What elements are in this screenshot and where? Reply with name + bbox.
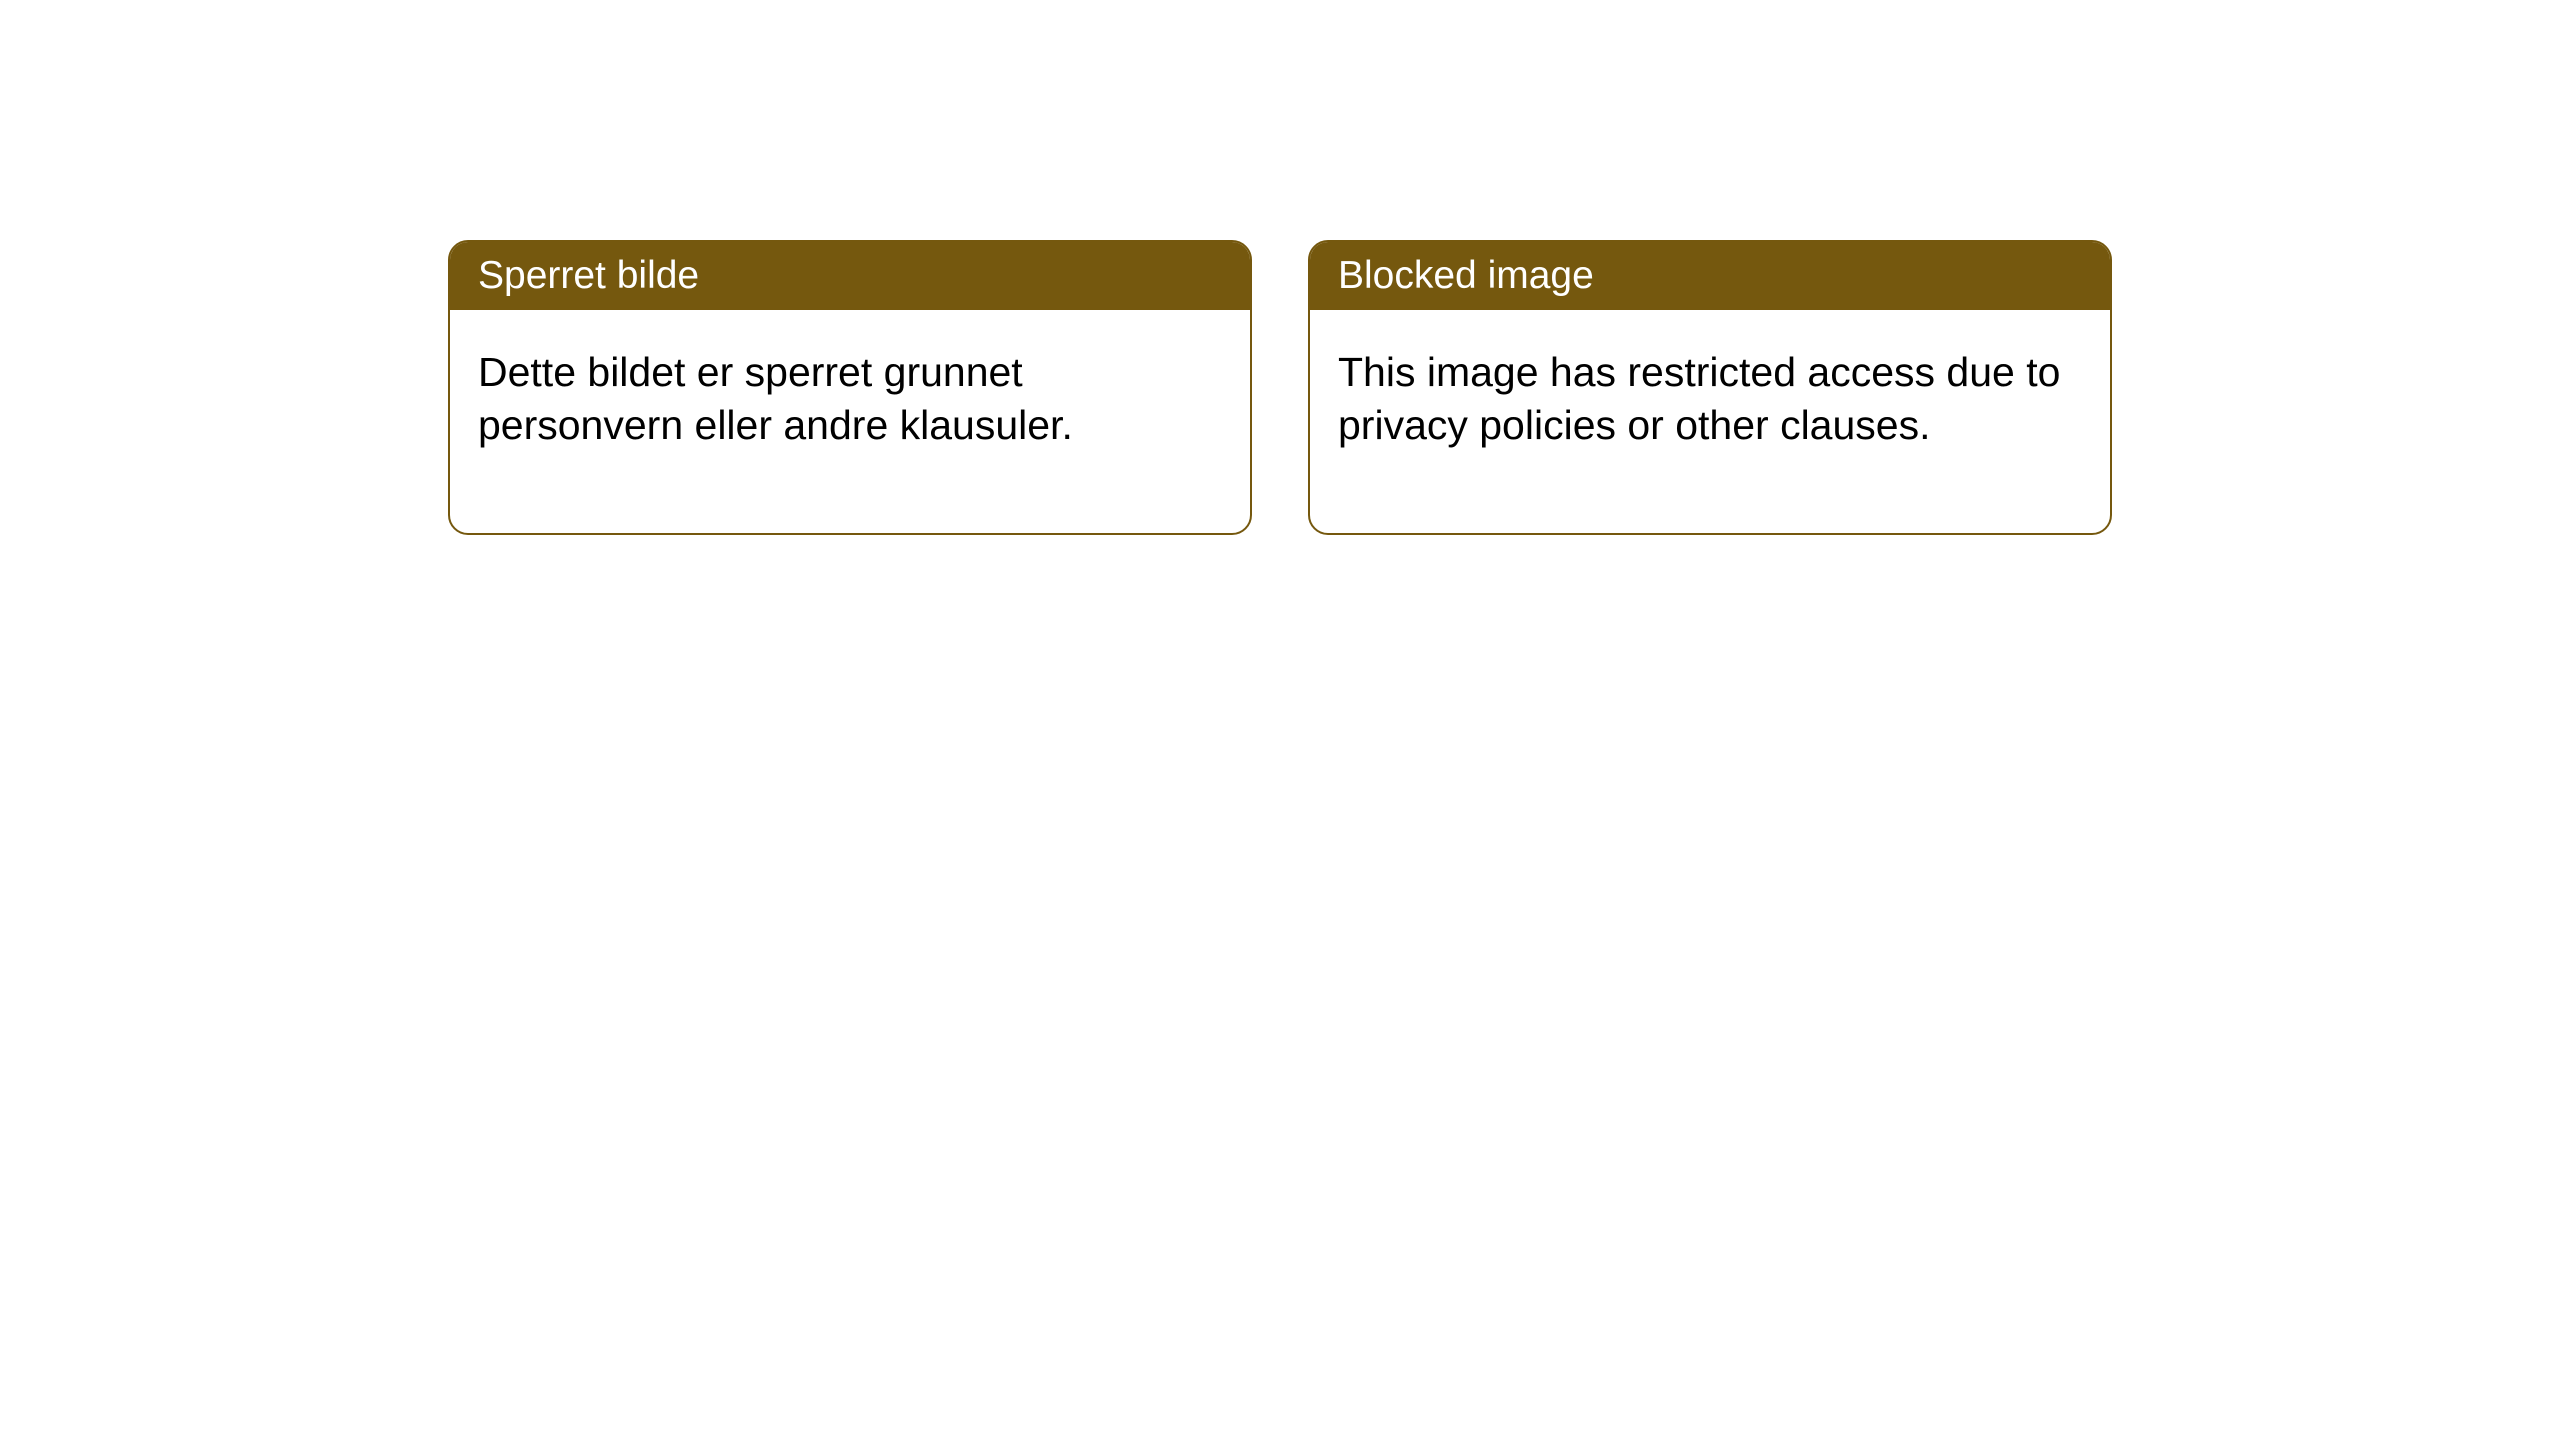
card-body-text: This image has restricted access due to …	[1338, 349, 2060, 448]
card-header: Blocked image	[1310, 242, 2110, 310]
card-body-text: Dette bildet er sperret grunnet personve…	[478, 349, 1073, 448]
blocked-card-norwegian: Sperret bilde Dette bildet er sperret gr…	[448, 240, 1252, 535]
card-title: Blocked image	[1338, 254, 1594, 297]
card-header: Sperret bilde	[450, 242, 1250, 310]
blocked-card-english: Blocked image This image has restricted …	[1308, 240, 2112, 535]
card-title: Sperret bilde	[478, 254, 699, 297]
cards-container: Sperret bilde Dette bildet er sperret gr…	[0, 0, 2560, 535]
card-body: Dette bildet er sperret grunnet personve…	[450, 310, 1250, 533]
card-body: This image has restricted access due to …	[1310, 310, 2110, 533]
